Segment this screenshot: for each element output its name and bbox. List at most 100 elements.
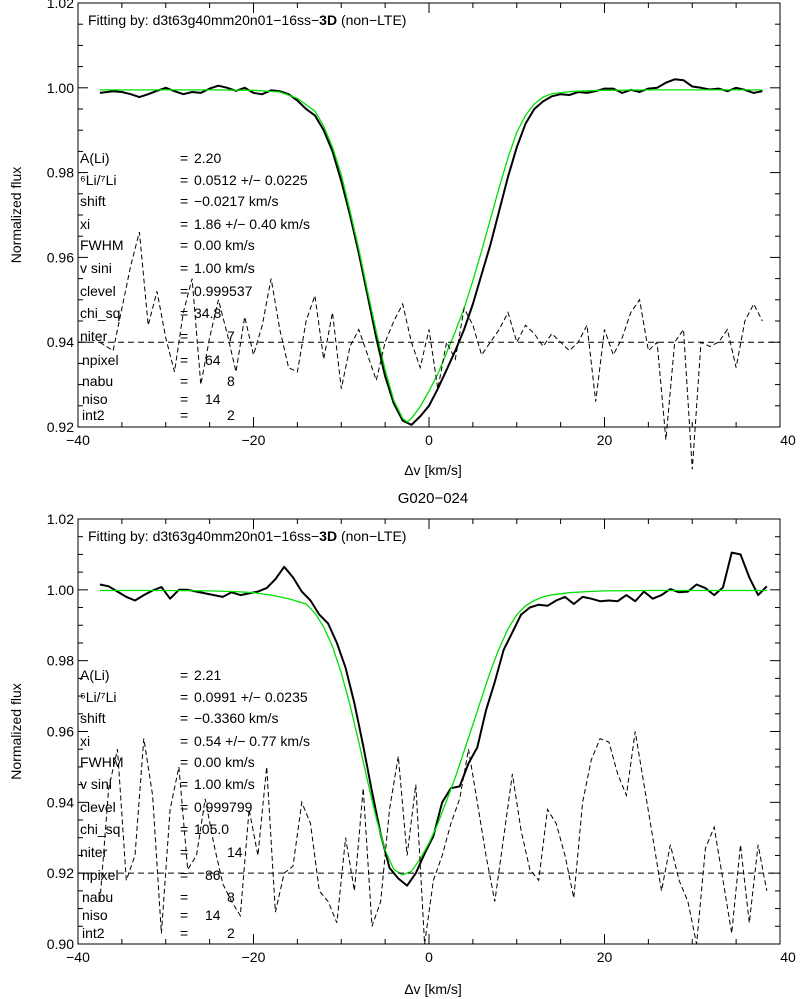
panel-2-x-tick-label: 20 — [597, 949, 613, 965]
panel-1-param-value: 7 — [227, 328, 235, 344]
panel-2-param-name: xi — [80, 733, 90, 749]
panel-2-param-name: int2 — [82, 925, 105, 941]
panel-2-param-value: 86 — [205, 867, 221, 883]
panel-1-y-tick-label: 0.96 — [47, 249, 74, 265]
panel-1-param-value: 64 — [205, 352, 221, 368]
panel-2-param-value: 0.00 km/s — [194, 754, 255, 770]
panel-1-param-value: 0.999537 — [194, 283, 253, 299]
panel-2-param-equals: = — [180, 776, 188, 792]
panel-1-param-equals: = — [180, 193, 188, 209]
panel-2-y-tick-label: 0.90 — [47, 936, 74, 952]
panel-1-param-name: nabu — [82, 373, 113, 389]
panel-1-param-name: int2 — [82, 407, 105, 423]
panel-2-y-tick-label: 0.92 — [47, 865, 74, 881]
panel-1-param-equals: = — [180, 373, 188, 389]
panel-2-param-value: 2 — [227, 925, 235, 941]
panel-1-x-tick-label: −40 — [66, 432, 90, 448]
panel-1-param-value: 8 — [227, 373, 235, 389]
panel-1-param-name: chi_sq — [80, 305, 120, 321]
panel-2-param-equals: = — [180, 821, 188, 837]
panel-2-param-value: −0.3360 km/s — [194, 710, 278, 726]
panel-1-param-name: FWHM — [80, 237, 124, 253]
panel-2-param-name: niso — [82, 907, 108, 923]
panel-2-series-observed — [99, 551, 768, 887]
panel-1-param-name: A(Li) — [80, 150, 110, 166]
panel-2-param-value: 0.54 +/− 0.77 km/s — [194, 733, 310, 749]
panel-1-param-value: 14 — [205, 391, 221, 407]
panel-1-param-value: 1.86 +/− 0.40 km/s — [194, 216, 310, 232]
panel-1-x-tick-label: 40 — [780, 432, 796, 448]
panel-2-param-name: shift — [80, 710, 106, 726]
panel-2-param-value: 14 — [227, 844, 243, 860]
panel-1-param-equals: = — [180, 407, 188, 423]
panel-2-y-tick-label: 0.94 — [47, 794, 74, 810]
panel-2-x-axis-label: Δv [km/s] — [404, 981, 462, 997]
panel-1-param-name: clevel — [80, 283, 116, 299]
panel-2-param-equals: = — [180, 754, 188, 770]
panel-2-x-tick-label: 40 — [780, 949, 796, 965]
panel-1-x-tick-label: 20 — [597, 432, 613, 448]
panel-1-param-name: v sini — [80, 260, 112, 276]
panel-2-param-name: FWHM — [80, 754, 124, 770]
panel-1-param-value: −0.0217 km/s — [194, 193, 278, 209]
panel-2-param-value: 2.21 — [194, 667, 221, 683]
panel-2-y-tick-label: 0.96 — [47, 724, 74, 740]
panel-1-param-value: 2 — [227, 407, 235, 423]
panel-1-param-equals: = — [180, 305, 188, 321]
panel-1-param-equals: = — [180, 352, 188, 368]
panel-1-x-tick-label: 0 — [425, 432, 433, 448]
panel-2-y-tick-label: 0.98 — [47, 653, 74, 669]
panel-2-param-equals: = — [180, 925, 188, 941]
panel-2-param-name: ⁶Li/⁷Li — [80, 689, 117, 705]
panel-1-y-tick-label: 0.94 — [47, 334, 74, 350]
panel-2-x-tick-label: −20 — [242, 949, 266, 965]
panel-2-param-equals: = — [180, 799, 188, 815]
panel-1-param-equals: = — [180, 391, 188, 407]
panel-1-x-tick-label: −20 — [242, 432, 266, 448]
panel-2-param-name: clevel — [80, 799, 116, 815]
panel-2-series-model — [99, 589, 767, 876]
panel-1-param-equals: = — [180, 172, 188, 188]
panel-2-title: G020−024 — [398, 490, 468, 507]
panel-2-param-equals: = — [180, 889, 188, 905]
panel-2-param-name: nabu — [82, 889, 113, 905]
panel-1-param-equals: = — [180, 328, 188, 344]
panel-1-param-equals: = — [180, 150, 188, 166]
panel-1-param-value: 2.20 — [194, 150, 221, 166]
panel-2-fit-header: Fitting by: d3t63g40mm20n01−16ss−3D (non… — [88, 528, 406, 544]
panel-1-param-name: niso — [82, 391, 108, 407]
panel-2-series-residual — [99, 731, 768, 945]
panel-1-param-equals: = — [180, 216, 188, 232]
panel-2-y-tick-label: 1.00 — [47, 582, 74, 598]
panel-1-x-axis-label: Δv [km/s] — [404, 462, 462, 478]
panel-2-param-value: 14 — [205, 907, 221, 923]
panel-1-fit-header: Fitting by: d3t63g40mm20n01−16ss−3D (non… — [88, 12, 406, 28]
panel-2-param-name: v sini — [80, 776, 112, 792]
panel-1-param-name: npixel — [82, 352, 119, 368]
panel-2-y-axis-label: Normalized flux — [8, 683, 24, 779]
panel-1-param-equals: = — [180, 260, 188, 276]
panel-1-param-value: 34.8 — [194, 305, 221, 321]
panel-2-param-name: A(Li) — [80, 667, 110, 683]
panel-2-param-equals: = — [180, 710, 188, 726]
panel-2-x-tick-label: 0 — [425, 949, 433, 965]
panel-2-param-equals: = — [180, 844, 188, 860]
panel-2-param-name: niter — [80, 844, 108, 860]
panel-2-param-equals: = — [180, 667, 188, 683]
panel-1-y-tick-label: 1.02 — [47, 0, 74, 11]
panel-1-param-value: 1.00 km/s — [194, 260, 255, 276]
panel-2-param-value: 1.00 km/s — [194, 776, 255, 792]
panel-2-param-value: 0.999799 — [194, 799, 253, 815]
panel-1-series-observed — [99, 78, 763, 426]
panel-1-param-value: 0.0512 +/− 0.0225 — [194, 172, 308, 188]
panel-2-param-equals: = — [180, 689, 188, 705]
panel-2-param-value: 8 — [227, 889, 235, 905]
panel-1-series-residual — [99, 231, 763, 470]
panel-1-param-equals: = — [180, 283, 188, 299]
panel-2-param-equals: = — [180, 907, 188, 923]
panel-2-param-name: chi_sq — [80, 821, 120, 837]
panel-1-param-name: ⁶Li/⁷Li — [80, 172, 117, 188]
panel-1-y-tick-label: 0.98 — [47, 165, 74, 181]
panel-1-param-name: shift — [80, 193, 106, 209]
